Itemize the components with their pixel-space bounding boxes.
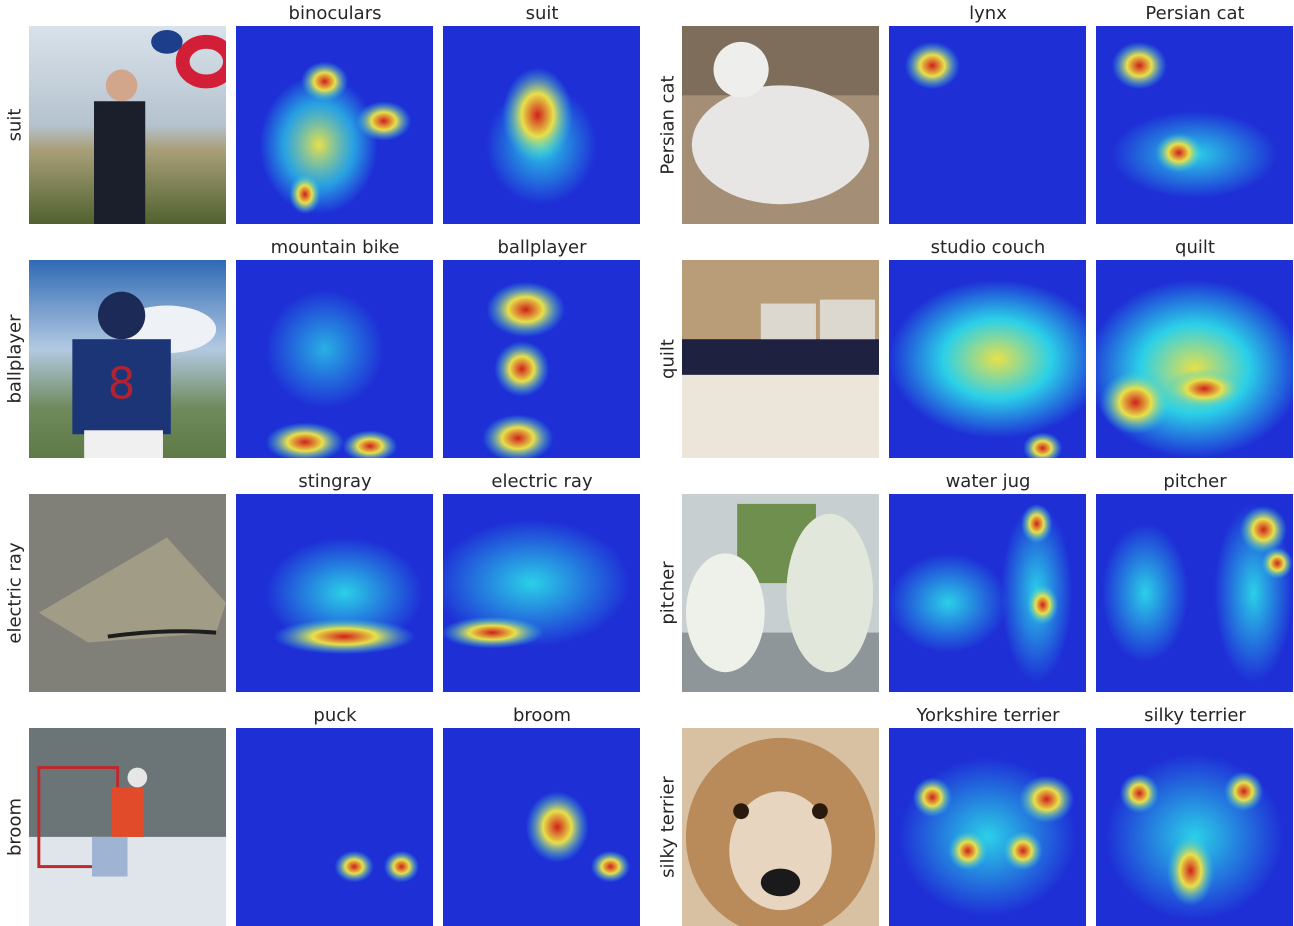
heatmap-broom	[443, 728, 640, 926]
heatmap-suit	[443, 26, 640, 224]
photo-ballplayer: 8	[29, 260, 226, 458]
heatmap-title: quilt	[1175, 237, 1215, 258]
heatmap-title: ballplayer	[497, 237, 587, 258]
heatmap-pitcher	[1096, 494, 1293, 692]
heatmap-quilt	[1096, 260, 1293, 458]
heatmap-title: stingray	[298, 471, 372, 492]
heatmap-title: suit	[525, 3, 559, 24]
photo-electric-ray	[29, 494, 226, 692]
photo-quilt	[682, 260, 879, 458]
heatmap-title: silky terrier	[1144, 705, 1246, 726]
heatmap-title: binoculars	[288, 3, 382, 24]
heatmap-persian-cat	[1096, 26, 1293, 224]
heatmap-silky-terrier	[1096, 728, 1293, 926]
heatmap-title: studio couch	[930, 237, 1046, 258]
heatmap-title: puck	[313, 705, 357, 726]
heatmap-stingray	[236, 494, 433, 692]
heatmap-puck	[236, 728, 433, 926]
heatmap-electric-ray	[443, 494, 640, 692]
heatmap-title: broom	[513, 705, 571, 726]
heatmap-yorkshire-terrier	[889, 728, 1086, 926]
photo-persian-cat	[682, 26, 879, 224]
heatmap-title: lynx	[969, 3, 1007, 24]
heatmap-title: Yorkshire terrier	[916, 705, 1060, 726]
heatmap-title: pitcher	[1163, 471, 1227, 492]
heatmap-water-jug	[889, 494, 1086, 692]
svg-text:8: 8	[108, 360, 136, 410]
heatmap-mountain-bike	[236, 260, 433, 458]
heatmap-ballplayer	[443, 260, 640, 458]
heatmap-title: mountain bike	[270, 237, 400, 258]
heatmap-title: Persian cat	[1145, 3, 1245, 24]
heatmap-binoculars	[236, 26, 433, 224]
photo-suit	[29, 26, 226, 224]
photo-broom	[29, 728, 226, 926]
photo-silky-terrier	[682, 728, 879, 926]
heatmap-studio-couch	[889, 260, 1086, 458]
photo-pitcher	[682, 494, 879, 692]
heatmap-lynx	[889, 26, 1086, 224]
heatmap-title: water jug	[945, 471, 1031, 492]
heatmap-title: electric ray	[491, 471, 593, 492]
